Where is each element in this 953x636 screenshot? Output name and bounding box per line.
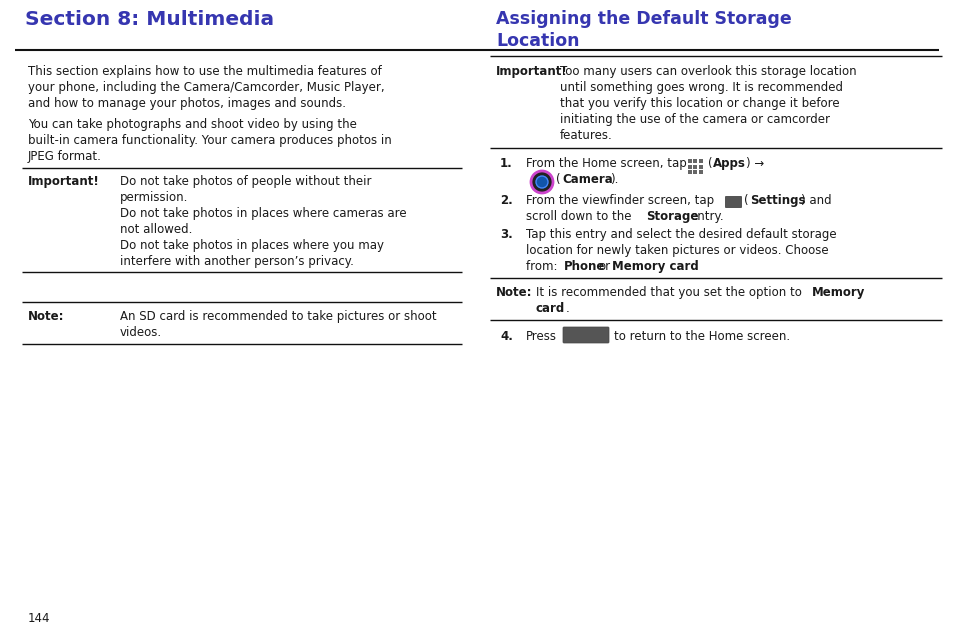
Bar: [687, 170, 691, 174]
FancyBboxPatch shape: [562, 327, 608, 343]
Text: An SD card is recommended to take pictures or shoot: An SD card is recommended to take pictur…: [120, 310, 436, 323]
Text: 2.: 2.: [499, 194, 512, 207]
Text: Section 8: Multimedia: Section 8: Multimedia: [25, 10, 274, 29]
Text: Settings: Settings: [749, 194, 804, 207]
Text: features.: features.: [559, 129, 612, 142]
Text: initiating the use of the camera or camcorder: initiating the use of the camera or camc…: [559, 113, 829, 126]
Text: Do not take photos in places where you may: Do not take photos in places where you m…: [120, 239, 384, 252]
Text: scroll down to the: scroll down to the: [525, 210, 631, 223]
Text: Too many users can overlook this storage location: Too many users can overlook this storage…: [559, 65, 856, 78]
FancyBboxPatch shape: [724, 196, 741, 208]
Text: (: (: [556, 173, 560, 186]
Text: ) →: ) →: [745, 157, 763, 170]
Text: that you verify this location or change it before: that you verify this location or change …: [559, 97, 839, 110]
Text: You can take photographs and shoot video by using the: You can take photographs and shoot video…: [28, 118, 356, 131]
Bar: [699, 170, 702, 174]
Text: built-in camera functionality. Your camera produces photos in: built-in camera functionality. Your came…: [28, 134, 392, 147]
Text: or: or: [598, 260, 610, 273]
Text: Location: Location: [496, 32, 578, 50]
Text: interfere with another person’s privacy.: interfere with another person’s privacy.: [120, 255, 354, 268]
Text: Apps: Apps: [712, 157, 745, 170]
Bar: [687, 165, 691, 169]
Text: Do not take photos in places where cameras are: Do not take photos in places where camer…: [120, 207, 406, 220]
Text: Important!: Important!: [496, 65, 567, 78]
Text: ) and: ) and: [801, 194, 831, 207]
Text: entry.: entry.: [689, 210, 723, 223]
Text: It is recommended that you set the option to: It is recommended that you set the optio…: [536, 286, 801, 299]
Text: your phone, including the Camera/Camcorder, Music Player,: your phone, including the Camera/Camcord…: [28, 81, 384, 94]
Text: This section explains how to use the multimedia features of: This section explains how to use the mul…: [28, 65, 381, 78]
Text: Note:: Note:: [28, 310, 65, 323]
Text: 144: 144: [28, 612, 51, 625]
Text: .: .: [680, 260, 684, 273]
Text: JPEG format.: JPEG format.: [28, 150, 102, 163]
Text: Camera: Camera: [561, 173, 612, 186]
Text: Phone: Phone: [563, 260, 605, 273]
Text: 3.: 3.: [499, 228, 512, 241]
Text: Tap this entry and select the desired default storage: Tap this entry and select the desired de…: [525, 228, 836, 241]
Circle shape: [536, 176, 547, 188]
Text: videos.: videos.: [120, 326, 162, 339]
Text: Assigning the Default Storage: Assigning the Default Storage: [496, 10, 791, 28]
Text: From the Home screen, tap: From the Home screen, tap: [525, 157, 686, 170]
Text: (: (: [743, 194, 748, 207]
Text: to return to the Home screen.: to return to the Home screen.: [614, 330, 789, 343]
Text: 4.: 4.: [499, 330, 513, 343]
Text: and how to manage your photos, images and sounds.: and how to manage your photos, images an…: [28, 97, 346, 110]
Text: From the viewfinder screen, tap: From the viewfinder screen, tap: [525, 194, 714, 207]
Text: Press: Press: [525, 330, 557, 343]
Text: card: card: [536, 302, 565, 315]
Bar: [693, 170, 697, 174]
Bar: [693, 165, 697, 169]
Text: 1.: 1.: [499, 157, 512, 170]
Text: (: (: [707, 157, 712, 170]
Bar: [699, 165, 702, 169]
Text: location for newly taken pictures or videos. Choose: location for newly taken pictures or vid…: [525, 244, 828, 257]
Circle shape: [531, 171, 553, 193]
Text: Important!: Important!: [28, 175, 100, 188]
Text: until something goes wrong. It is recommended: until something goes wrong. It is recomm…: [559, 81, 842, 94]
Bar: [693, 159, 697, 163]
Text: Do not take photos of people without their: Do not take photos of people without the…: [120, 175, 371, 188]
Text: ).: ).: [609, 173, 618, 186]
Text: Memory: Memory: [811, 286, 864, 299]
Text: from:: from:: [525, 260, 560, 273]
Bar: [687, 159, 691, 163]
Text: not allowed.: not allowed.: [120, 223, 193, 236]
Text: Memory card: Memory card: [612, 260, 698, 273]
Text: .: .: [565, 302, 569, 315]
Text: permission.: permission.: [120, 191, 188, 204]
Text: Note:: Note:: [496, 286, 532, 299]
Text: Storage: Storage: [645, 210, 698, 223]
Bar: [699, 159, 702, 163]
